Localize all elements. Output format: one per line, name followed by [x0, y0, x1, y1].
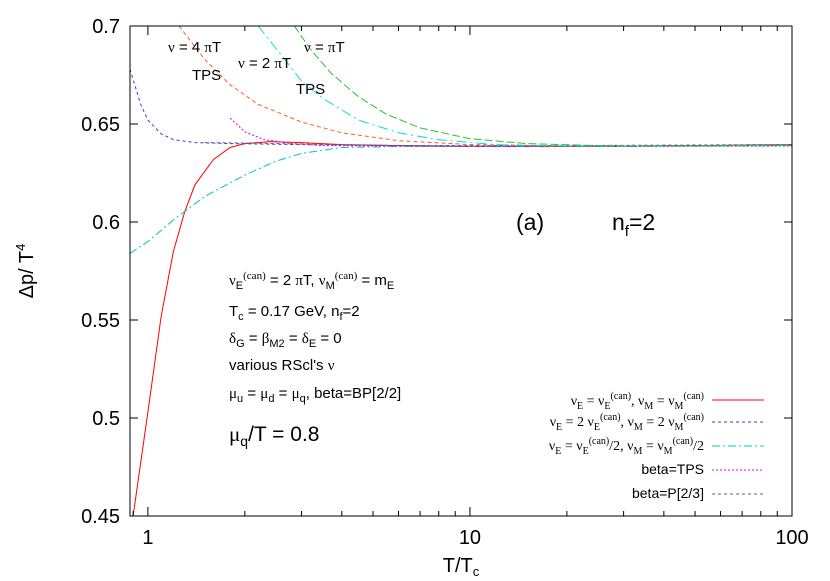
- info-block: νE(can) = 2 πT, νM(can) = mE Tc = 0.17 G…: [229, 270, 401, 449]
- y-tick-label: 0.5: [92, 408, 120, 430]
- series-line-2: [130, 68, 792, 147]
- y-tick-label: 0.45: [81, 506, 120, 528]
- y-tick-label: 0.55: [81, 310, 120, 332]
- x-tick-label: 10: [459, 527, 481, 549]
- y-axis-label: Δp/ T4: [13, 244, 38, 299]
- series-line-8: [293, 26, 792, 147]
- x-axis-label: T/Tc: [443, 555, 480, 579]
- series-line-1: [132, 141, 792, 516]
- legend-label-3: νE = νE(can)/2, νM = νM(can)/2: [549, 436, 704, 457]
- info-line-1: νE(can) = 2 πT, νM(can) = mE: [229, 270, 394, 292]
- annotation-tps-1: TPS: [192, 67, 221, 84]
- info-line-2: Tc = 0.17 GeV, nf=2: [229, 303, 360, 323]
- info-line-5: μu = μd = μq, beta=BP[2/2]: [229, 385, 401, 405]
- annotations: ν = 4 πT TPS ν = 2 πT ν = πT TPS: [168, 39, 345, 98]
- nf-label: nf=2: [612, 209, 655, 240]
- y-tick-label: 0.65: [81, 114, 120, 136]
- x-tick-label: 100: [775, 527, 808, 549]
- series-line-6: [178, 26, 792, 147]
- legend: νE = νE(can), νM = νM(can) νE = 2 νE(can…: [549, 391, 764, 501]
- info-line-3: δG = βM2 = δE = 0: [229, 330, 342, 350]
- series-line-5: [204, 142, 792, 147]
- curves-layer: [130, 26, 792, 516]
- legend-label-1: νE = νE(can), νM = νM(can): [571, 391, 704, 412]
- series-line-3: [130, 145, 792, 254]
- info-line-4: various RScl's ν: [229, 357, 335, 374]
- annotation-nu-piT: ν = πT: [304, 39, 345, 56]
- panel-label: (a): [516, 209, 544, 235]
- legend-label-5: beta=P[2/3]: [632, 485, 704, 501]
- annotation-nu-2piT: ν = 2 πT: [238, 55, 291, 72]
- legend-label-4: beta=TPS: [641, 461, 704, 477]
- plot-frame: [129, 25, 793, 517]
- legend-label-2: νE = 2 νE(can), νM = 2 νM(can): [550, 412, 704, 433]
- annotation-tps-2: TPS: [296, 81, 325, 98]
- ticks-layer: 0.45 0.5 0.55 0.6 0.65 0.7 1 10 100: [81, 16, 809, 549]
- y-tick-label: 0.7: [92, 16, 120, 38]
- annotation-nu-4piT: ν = 4 πT: [168, 39, 221, 56]
- mu-label: μq/T = 0.8: [229, 422, 319, 449]
- series-line-7: [257, 26, 792, 147]
- x-tick-label: 1: [142, 527, 153, 549]
- y-tick-label: 0.6: [92, 212, 120, 234]
